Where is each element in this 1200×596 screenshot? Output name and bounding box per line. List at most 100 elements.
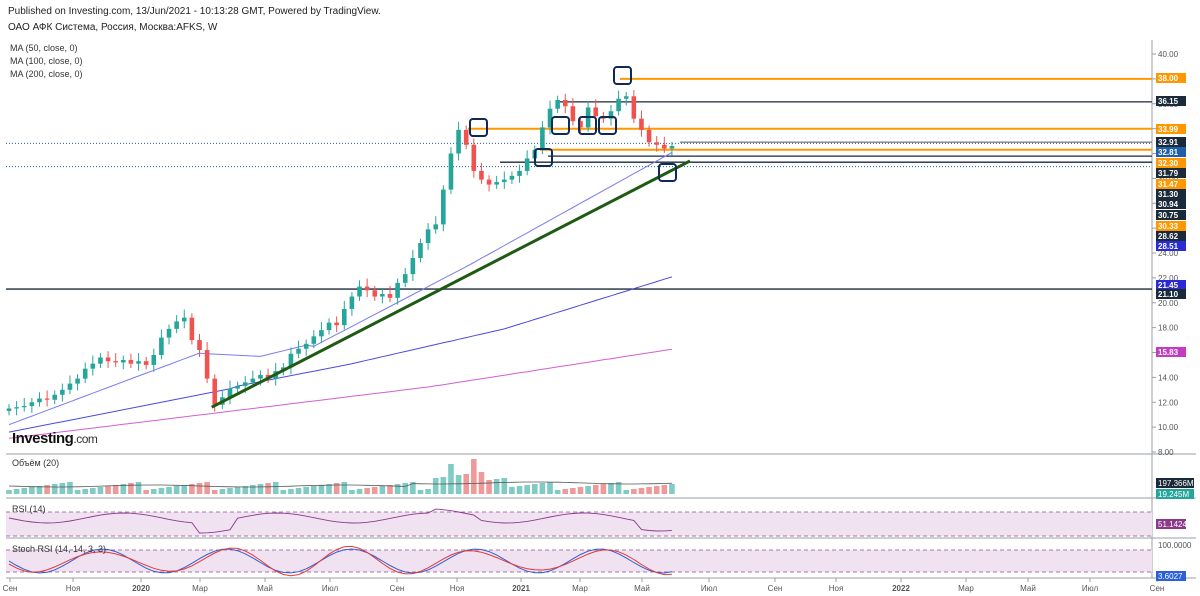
price-label-tag <box>1156 179 1186 189</box>
candle-body <box>121 359 126 363</box>
ma-legend: MA (50, close, 0) MA (100, close, 0) MA … <box>10 42 83 81</box>
price-label-text: 28.51 <box>1158 242 1179 251</box>
candle-body <box>326 322 332 331</box>
candle-body <box>204 350 210 379</box>
candle-body <box>380 294 385 297</box>
y-tick-label: 10.00 <box>1158 423 1179 432</box>
volume-last-tag <box>1156 489 1194 499</box>
volume-bar <box>669 484 675 494</box>
candle-body <box>570 106 576 122</box>
stoch-pane-label: Stoch RSI (14, 14, 3, 3) <box>12 544 107 554</box>
candle-body <box>395 282 400 298</box>
price-label-tag <box>1156 289 1186 299</box>
candle-body <box>105 357 111 362</box>
candle-body <box>341 308 347 326</box>
y-tick-label: 40.00 <box>1158 50 1179 59</box>
candle-body <box>494 182 499 185</box>
volume-bar <box>257 484 264 494</box>
highlight-box <box>613 66 632 85</box>
x-tick-label: 2021 <box>512 584 530 593</box>
volume-bar <box>150 489 157 494</box>
candle-body <box>235 386 240 389</box>
volume-bar <box>227 488 233 494</box>
volume-bar <box>440 477 447 494</box>
volume-last-value: 19.245M <box>1158 490 1189 499</box>
x-tick-label: 2022 <box>892 584 910 593</box>
price-label-tag <box>1156 73 1186 83</box>
price-label-text: 33.99 <box>1158 125 1179 134</box>
candle-body <box>669 146 675 149</box>
highlight-box <box>658 163 677 182</box>
price-label-text: 30.75 <box>1158 211 1179 220</box>
volume-bar <box>524 485 530 494</box>
rsi-line <box>8 508 672 534</box>
volume-bar <box>417 490 424 494</box>
candle-body <box>174 321 179 329</box>
candle-body <box>479 170 484 180</box>
volume-bar <box>516 486 523 494</box>
candle-body <box>143 361 149 365</box>
volume-bar <box>631 489 637 494</box>
volume-bar <box>455 475 462 494</box>
candle-body <box>113 361 118 363</box>
candle-body <box>540 127 545 150</box>
volume-bar <box>394 484 401 494</box>
candle-body <box>90 363 96 369</box>
highlight-box <box>534 148 553 167</box>
price-label-tag <box>1156 221 1186 231</box>
volume-bar <box>90 488 96 494</box>
candle-body <box>288 353 294 368</box>
volume-bar <box>623 490 630 494</box>
logo-suffix: .com <box>73 432 98 446</box>
volume-bar <box>364 488 370 494</box>
x-tick-label: Сен <box>390 584 405 593</box>
volume-ma-line <box>8 481 672 488</box>
volume-bar <box>326 484 332 494</box>
x-tick-label: Июл <box>701 584 718 593</box>
volume-bar <box>425 489 431 494</box>
volume-bar <box>51 484 58 494</box>
volume-bar <box>547 482 553 494</box>
x-tick-label: Сен <box>768 584 783 593</box>
candle-body <box>448 153 454 190</box>
volume-bar <box>531 484 538 494</box>
price-label-tag <box>1156 189 1186 199</box>
volume-bar <box>600 484 607 494</box>
volume-bar <box>410 482 416 494</box>
volume-bar <box>577 487 584 494</box>
volume-bar <box>379 486 386 494</box>
volume-bar <box>196 483 203 494</box>
volume-bar <box>471 459 477 494</box>
volume-bar <box>6 490 12 494</box>
stoch-top-value: 100.0000 <box>1158 541 1192 550</box>
price-label-text: 30.33 <box>1158 222 1179 231</box>
ma200-legend-label: MA (200, close, 0) <box>10 69 83 79</box>
volume-bar <box>280 490 287 494</box>
candle-body <box>136 361 141 364</box>
x-tick-label: Май <box>634 584 650 593</box>
volume-bar <box>135 482 142 494</box>
candle-body <box>82 368 88 379</box>
price-label-text: 15.83 <box>1158 348 1179 357</box>
volume-bar <box>272 482 279 494</box>
price-label-text: 31.79 <box>1158 169 1179 178</box>
candle-body <box>524 158 530 171</box>
candle-body <box>296 348 301 354</box>
candle-body <box>654 142 659 145</box>
volume-bar <box>105 486 111 494</box>
candle-body <box>250 378 256 383</box>
highlight-box <box>469 118 488 137</box>
volume-bar <box>570 488 576 494</box>
price-label-tag <box>1156 280 1186 290</box>
volume-bar <box>97 487 104 494</box>
candle-body <box>67 383 73 390</box>
volume-bar <box>402 483 409 494</box>
price-label-text: 32.81 <box>1158 148 1179 157</box>
candle-body <box>418 243 423 258</box>
price-label-tag <box>1156 137 1186 147</box>
rsi-last-value: 51.1424 <box>1158 520 1187 529</box>
instrument-title: ОАО АФК Система, Россия, Москва:AFKS, W <box>8 22 218 33</box>
candle-body <box>357 286 362 297</box>
candle-body <box>562 100 568 107</box>
